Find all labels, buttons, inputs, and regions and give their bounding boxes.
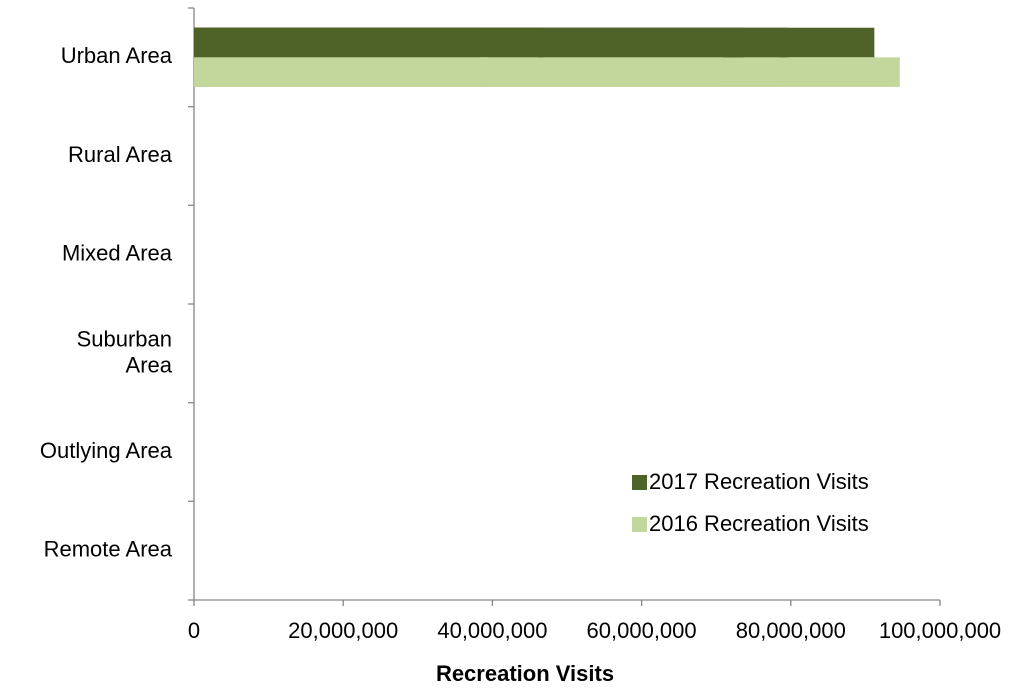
x-tick-label: 0	[188, 618, 200, 643]
x-tick-label: 40,000,000	[437, 618, 547, 643]
x-tick-label: 20,000,000	[288, 618, 398, 643]
legend-swatch	[632, 475, 647, 490]
y-tick-label: Rural Area	[68, 142, 173, 167]
y-tick-label-line: Suburban	[77, 326, 172, 351]
y-tick-label: Remote Area	[44, 536, 173, 561]
y-tick-label: Mixed Area	[62, 240, 173, 265]
legend-label: 2016 Recreation Visits	[649, 511, 869, 536]
bar	[194, 27, 212, 58]
y-tick-label-line: Area	[126, 352, 173, 377]
bar	[194, 57, 213, 87]
bar	[194, 27, 480, 58]
x-tick-label: 60,000,000	[587, 618, 697, 643]
y-tick-label: Suburban Area	[77, 326, 173, 377]
y-tick-label: Outlying Area	[40, 438, 173, 463]
x-axis-title: Recreation Visits	[436, 661, 614, 686]
x-tick-label: 80,000,000	[736, 618, 846, 643]
legend-label: 2017 Recreation Visits	[649, 469, 869, 494]
y-tick-label: Urban Area	[61, 43, 173, 68]
bar	[194, 57, 488, 87]
legend-swatch	[632, 517, 647, 532]
x-tick-label: 100,000,000	[879, 618, 1001, 643]
